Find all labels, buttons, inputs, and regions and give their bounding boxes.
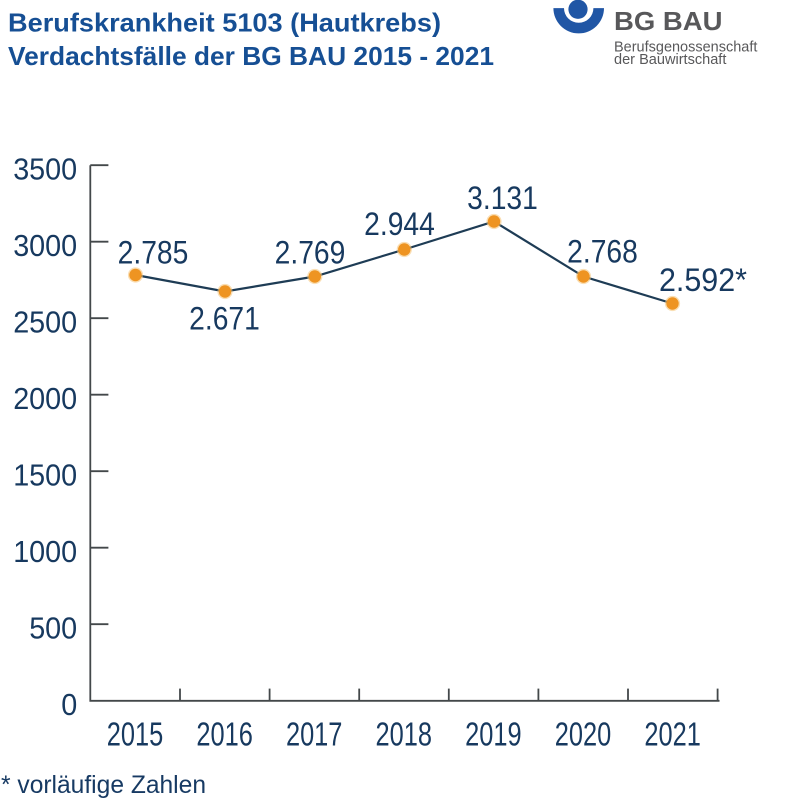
svg-text:2.944: 2.944	[364, 206, 435, 242]
svg-text:2019: 2019	[465, 716, 522, 753]
svg-text:2017: 2017	[286, 716, 343, 753]
svg-text:3.131: 3.131	[467, 180, 538, 216]
svg-text:3000: 3000	[13, 228, 77, 263]
svg-text:2016: 2016	[196, 716, 253, 753]
svg-text:2.785: 2.785	[118, 235, 189, 271]
svg-text:2000: 2000	[13, 381, 77, 416]
svg-text:2.671: 2.671	[189, 301, 260, 337]
svg-text:500: 500	[29, 611, 77, 646]
svg-text:der Bauwirtschaft: der Bauwirtschaft	[614, 51, 727, 68]
svg-text:BG BAU: BG BAU	[614, 6, 723, 36]
svg-text:Berufsgenossenschaft: Berufsgenossenschaft	[614, 38, 758, 55]
svg-text:2018: 2018	[376, 716, 433, 753]
svg-text:2020: 2020	[555, 716, 612, 753]
svg-text:3500: 3500	[13, 152, 77, 187]
svg-text:2021: 2021	[644, 716, 701, 753]
svg-text:1000: 1000	[13, 534, 77, 569]
svg-text:2500: 2500	[13, 305, 77, 340]
svg-text:1500: 1500	[13, 458, 77, 493]
svg-text:2.768: 2.768	[567, 234, 638, 270]
svg-text:Berufskrankheit 5103 (Hautkreb: Berufskrankheit 5103 (Hautkrebs)	[8, 8, 441, 38]
svg-text:Verdachtsfälle der BG BAU 2015: Verdachtsfälle der BG BAU 2015 - 2021	[8, 41, 494, 71]
svg-text:* vorläufige Zahlen: * vorläufige Zahlen	[1, 771, 206, 799]
svg-text:2.592*: 2.592*	[659, 262, 747, 298]
svg-text:0: 0	[61, 687, 77, 722]
svg-text:2.769: 2.769	[275, 235, 346, 271]
svg-text:2015: 2015	[107, 716, 164, 753]
